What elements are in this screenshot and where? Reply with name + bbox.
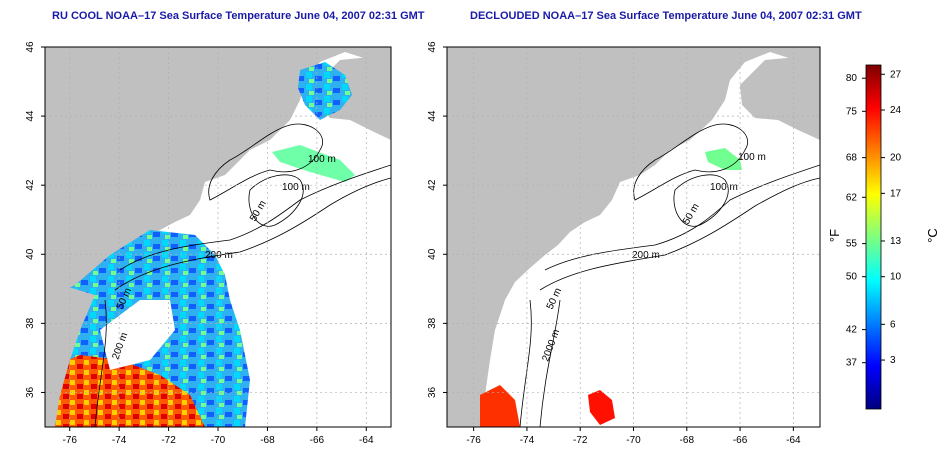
sst-front-right — [705, 148, 742, 170]
colorbar-c-tick-1: 24 — [890, 105, 902, 116]
contour-label-right-0: 100 m — [738, 152, 766, 163]
ticks-left: -76 -74 -72 -70 -68 -66 -64 46 44 42 40 38 36 — [25, 41, 374, 446]
sst-front-left — [272, 145, 355, 182]
lon-tick-left-6: -64 — [359, 435, 374, 446]
lon-tick-left-4: -68 — [260, 435, 275, 446]
colorbar-c-tick-4: 13 — [890, 236, 902, 247]
map-title-left: RU COOL NOAA–17 Sea Surface Temperature … — [52, 10, 425, 22]
lat-tick-left-1: 44 — [25, 110, 36, 122]
colorbar-c-tick-2: 20 — [890, 153, 902, 164]
unit-fahrenheit: °F — [827, 228, 843, 243]
sst-coast-right — [480, 385, 520, 427]
grid-left — [45, 46, 391, 427]
colorbar-c-tick-3: 17 — [890, 188, 902, 199]
lon-tick-left-3: -70 — [211, 435, 226, 446]
colorbar-f-tick-4: 55 — [846, 239, 858, 250]
colorbar-c-tick-6: 6 — [890, 319, 896, 330]
colorbar-f-tick-2: 68 — [846, 153, 858, 164]
contour-label-left-1: 100 m — [282, 182, 310, 193]
lon-tick-left-1: -74 — [112, 435, 127, 446]
colorbar-c-tick-0: 27 — [890, 69, 902, 80]
colorbar-f-tick-6: 42 — [846, 325, 858, 336]
ticks-right: -76 -74 -72 -70 -68 -66 -64 46 44 42 40 38 36 — [427, 41, 801, 446]
lat-tick-right-2: 42 — [427, 179, 438, 191]
lat-tick-left-0: 46 — [25, 41, 36, 53]
land-nova-scotia-right — [740, 55, 820, 140]
colorbar-c-tick-5: 10 — [890, 272, 902, 283]
colorbar-f-tick-3: 62 — [846, 192, 858, 203]
colorbar-f-tick-5: 50 — [846, 272, 858, 283]
contour-label-left-3: 200 m — [205, 250, 233, 261]
sst-scotian-left — [298, 62, 352, 120]
colorbar-f-tick-7: 37 — [846, 358, 858, 369]
lat-tick-left-5: 36 — [25, 386, 36, 398]
lat-tick-left-4: 38 — [25, 317, 36, 329]
lat-tick-left-2: 42 — [25, 179, 36, 191]
contours-left — [94, 123, 391, 427]
contour-label-right-5: 2000 m — [540, 328, 562, 363]
lon-tick-left-5: -66 — [310, 435, 325, 446]
colorbar — [865, 64, 882, 410]
lat-tick-left-3: 40 — [25, 248, 36, 260]
contour-label-right-1: 100 m — [710, 182, 738, 193]
colorbar-f-tick-0: 80 — [846, 73, 858, 84]
sst-warm-right — [588, 390, 615, 425]
lat-tick-right-0: 46 — [427, 41, 438, 53]
lon-tick-right-2: -72 — [573, 435, 588, 446]
map-title-right: DECLOUDED NOAA–17 Sea Surface Temperatur… — [470, 10, 862, 22]
lat-tick-right-5: 36 — [427, 386, 438, 398]
lon-tick-right-1: -74 — [520, 435, 535, 446]
unit-celsius: °C — [924, 228, 940, 243]
lon-tick-right-4: -68 — [680, 435, 695, 446]
land-right — [447, 47, 820, 427]
contour-label-right-4: 50 m — [545, 286, 564, 311]
lon-tick-right-6: -64 — [786, 435, 801, 446]
contour-label-right-2: 50 m — [681, 202, 702, 227]
lon-tick-left-2: -72 — [161, 435, 176, 446]
colorbar-ticks: 80 75 68 62 55 50 42 37 27 24 20 17 13 10 6 3 — [846, 69, 902, 368]
cloud-gap-left — [100, 300, 175, 370]
sst-warm-left — [45, 355, 205, 427]
contour-label-left-0: 100 m — [308, 154, 336, 165]
contour-label-right-3: 200 m — [632, 250, 660, 261]
lon-tick-right-0: -76 — [466, 435, 481, 446]
lon-tick-right-5: -66 — [733, 435, 748, 446]
lon-tick-right-3: -70 — [626, 435, 641, 446]
colorbar-f-tick-1: 75 — [846, 106, 858, 117]
lat-tick-right-3: 40 — [427, 248, 438, 260]
colorbar-c-tick-7: 3 — [890, 355, 896, 366]
lat-tick-right-4: 38 — [427, 317, 438, 329]
lon-tick-left-0: -76 — [62, 435, 77, 446]
land-left — [45, 47, 391, 427]
lat-tick-right-1: 44 — [427, 110, 438, 122]
